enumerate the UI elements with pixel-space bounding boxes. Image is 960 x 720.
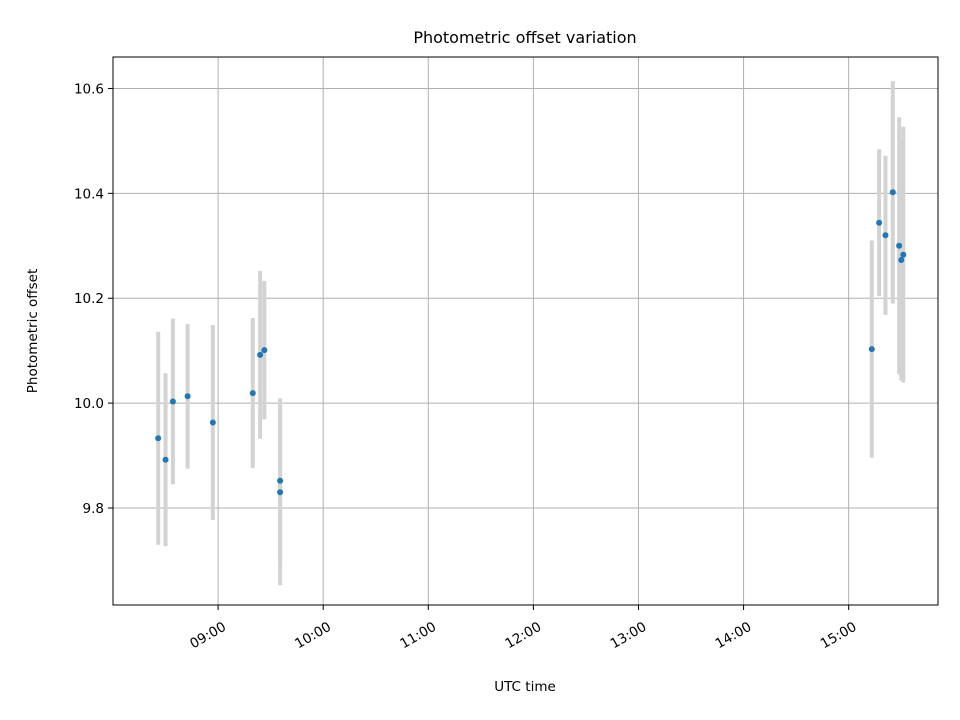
x-tick-label: 11:00 [397,619,439,652]
data-point [900,251,907,258]
x-tick-label: 10:00 [292,619,334,652]
data-point [889,189,896,196]
data-point [184,393,191,400]
y-tick-label: 9.8 [83,501,104,517]
x-axis-label: UTC time [494,679,556,695]
y-tick-label: 10.0 [74,396,104,412]
data-point [876,219,883,226]
chart-title: Photometric offset variation [413,28,636,47]
data-points [155,189,907,496]
x-tick-label: 15:00 [818,619,860,652]
grid-lines [113,57,938,605]
data-point [868,346,875,353]
data-point [896,242,903,249]
y-tick-label: 10.6 [74,81,104,97]
x-tick-label: 13:00 [608,619,650,652]
y-axis-label: Photometric offset [25,269,41,393]
data-point [209,419,216,426]
error-bars [156,81,906,586]
y-tick-label: 10.4 [74,186,104,202]
data-point [261,347,268,354]
y-tick-label: 10.2 [74,291,104,307]
data-point [898,256,905,263]
data-point [169,398,176,405]
x-axis-ticks: 09:00 10:00 11:00 12:00 13:00 14:00 15:00 [187,605,859,652]
data-point [277,489,284,496]
data-point [257,351,264,358]
x-tick-label: 12:00 [502,619,544,652]
data-point [162,456,169,463]
x-tick-label: 09:00 [187,619,229,652]
x-tick-label: 14:00 [713,619,755,652]
plot-frame [112,56,939,606]
y-axis-ticks: 9.8 10.0 10.2 10.4 10.6 [74,81,113,517]
data-point [249,390,256,397]
data-point [155,435,162,442]
data-point [277,477,284,484]
data-point [882,232,889,239]
